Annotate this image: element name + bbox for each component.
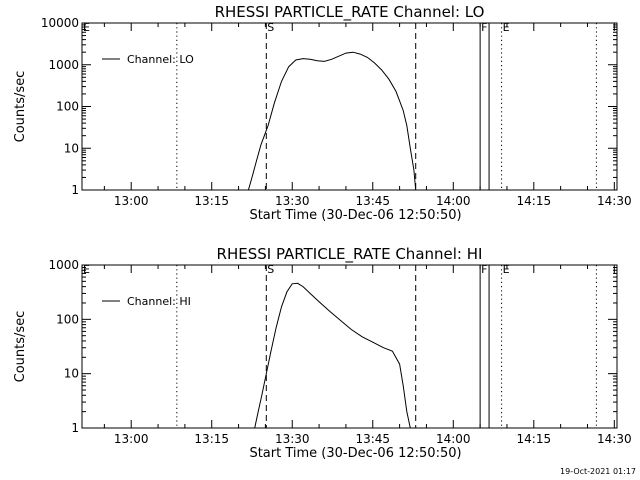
x-tick-label: 13:00 bbox=[114, 194, 149, 208]
x-tick-label: 13:45 bbox=[355, 432, 390, 446]
x-tick-label: 13:00 bbox=[114, 432, 149, 446]
event-marker-label: F bbox=[481, 263, 487, 276]
x-tick-label: 13:15 bbox=[194, 432, 229, 446]
x-tick-label: 14:15 bbox=[517, 432, 552, 446]
plot-lo-channel: RHESSI PARTICLE_RATE Channel: LO E S F E 1 10 1… bbox=[13, 3, 632, 223]
event-marker-label: E bbox=[83, 263, 90, 276]
legend-label: Channel: HI bbox=[127, 295, 191, 308]
axes-frame bbox=[81, 22, 618, 191]
x-tick-label: 14:15 bbox=[517, 194, 552, 208]
y-axis-label: Counts/sec bbox=[13, 311, 28, 383]
x-tick-label: 13:30 bbox=[275, 194, 310, 208]
axes-frame bbox=[81, 264, 618, 429]
event-marker-label: S bbox=[267, 263, 274, 276]
x-axis-label: Start Time (30-Dec-06 12:50:50) bbox=[249, 208, 461, 223]
event-marker-label: E bbox=[503, 263, 510, 276]
x-tick-label: 14:00 bbox=[436, 194, 471, 208]
x-tick-label: 14:00 bbox=[436, 432, 471, 446]
y-tick-label: 10000 bbox=[41, 16, 79, 30]
footer-timestamp: 19-Oct-2021 01:17 bbox=[560, 467, 636, 476]
x-tick-label: 13:15 bbox=[194, 194, 229, 208]
y-tick-label: 1000 bbox=[48, 258, 79, 272]
x-tick-label: 13:30 bbox=[275, 432, 310, 446]
x-axis-label: Start Time (30-Dec-06 12:50:50) bbox=[249, 446, 461, 461]
legend-label: Channel: LO bbox=[127, 53, 194, 66]
y-tick-label: 100 bbox=[56, 312, 79, 326]
series-line bbox=[254, 282, 411, 429]
event-marker-label: F bbox=[481, 21, 487, 34]
series-line bbox=[247, 51, 417, 191]
x-tick-label: 14:30 bbox=[597, 432, 632, 446]
x-tick-label: 13:45 bbox=[355, 194, 390, 208]
y-tick-label: 1 bbox=[71, 421, 79, 435]
event-marker-label: S bbox=[267, 21, 274, 34]
chart-title: RHESSI PARTICLE_RATE Channel: HI bbox=[217, 245, 483, 264]
y-tick-label: 1 bbox=[71, 183, 79, 197]
y-tick-label: 10 bbox=[64, 141, 79, 155]
event-marker-label: E bbox=[83, 21, 90, 34]
x-tick-label: 14:30 bbox=[597, 194, 632, 208]
event-marker-label: E bbox=[503, 21, 510, 34]
plot-hi-channel: RHESSI PARTICLE_RATE Channel: HI E S F E 1 10 1… bbox=[13, 245, 632, 461]
y-tick-label: 100 bbox=[56, 100, 79, 114]
y-tick-label: 1000 bbox=[48, 58, 79, 72]
chart-title: RHESSI PARTICLE_RATE Channel: LO bbox=[215, 3, 485, 22]
y-axis-label: Counts/sec bbox=[13, 71, 28, 143]
y-tick-label: 10 bbox=[64, 367, 79, 381]
